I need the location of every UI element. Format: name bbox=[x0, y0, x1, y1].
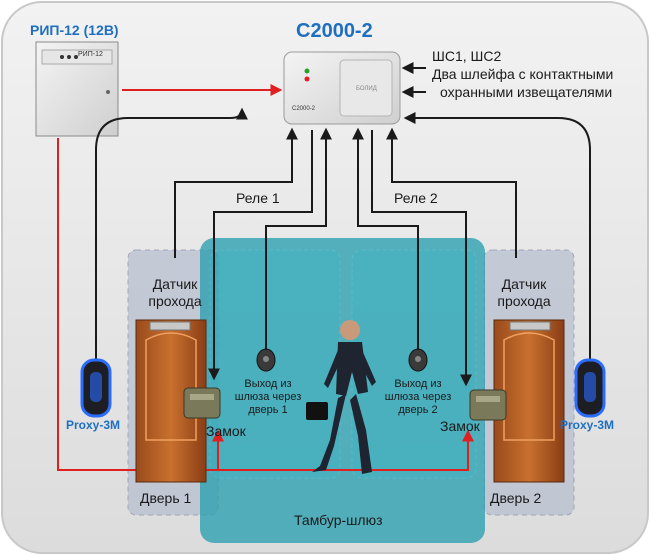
exit-button-right-graphic bbox=[408, 348, 428, 372]
lock-right-label: Замок bbox=[440, 418, 480, 434]
sensor-left-label: Датчик прохода bbox=[148, 276, 202, 309]
exit-button-right-label: Выход из шлюза через дверь 2 bbox=[384, 378, 452, 416]
reader-right-graphic bbox=[574, 358, 606, 418]
controller-brand-text: БОЛИД bbox=[356, 86, 377, 92]
reader-left-label: Proxy-3M bbox=[66, 418, 121, 432]
lock-left-graphic bbox=[183, 387, 221, 419]
airlock-left-zone bbox=[209, 249, 341, 479]
door1-label: Дверь 1 bbox=[140, 490, 192, 506]
controller-box bbox=[283, 51, 401, 125]
relay1-label: Реле 1 bbox=[236, 190, 280, 206]
loops-line1: ШС1, ШС2 bbox=[432, 48, 502, 64]
reader-left-graphic bbox=[80, 358, 112, 418]
exit-button-left-label: Выход из шлюза через дверь 1 bbox=[234, 378, 302, 416]
power-supply-box bbox=[35, 41, 119, 137]
controller-title: С2000-2 bbox=[296, 20, 373, 42]
power-supply-title: РИП-12 (12В) bbox=[30, 22, 119, 38]
airlock-label: Тамбур-шлюз bbox=[294, 512, 383, 528]
signal-wires bbox=[95, 62, 591, 387]
exit-button-left-graphic bbox=[256, 348, 276, 372]
reader-right-label: Proxy-3M bbox=[560, 418, 615, 432]
door2-label: Дверь 2 bbox=[490, 490, 542, 506]
sensor-right-label: Датчик прохода bbox=[497, 276, 551, 309]
controller-panel-text: С2000-2 bbox=[292, 106, 316, 112]
loops-line2: Два шлейфа с контактными bbox=[432, 66, 614, 82]
power-supply-panel-text: РИП-12 bbox=[78, 51, 103, 58]
lock-right-graphic bbox=[469, 389, 507, 421]
person-figure bbox=[306, 320, 376, 474]
loops-line3: охранными извещателями bbox=[440, 84, 613, 100]
relay2-label: Реле 2 bbox=[394, 190, 438, 206]
lock-left-label: Замок bbox=[206, 423, 246, 439]
